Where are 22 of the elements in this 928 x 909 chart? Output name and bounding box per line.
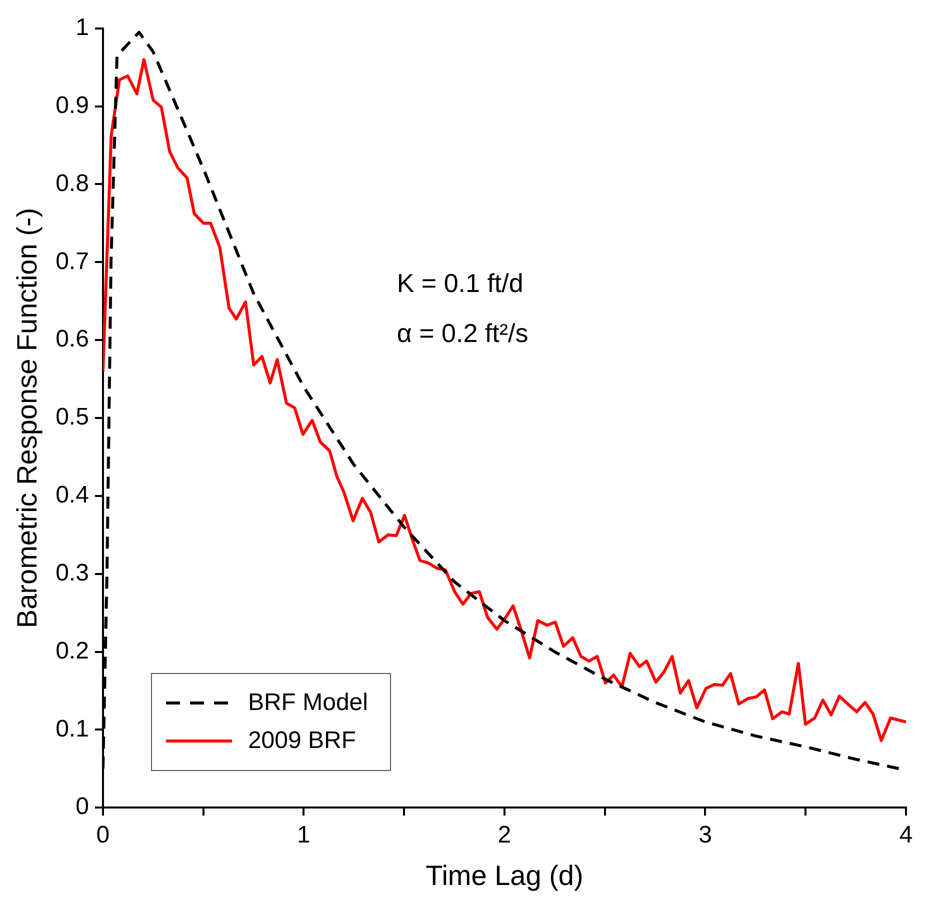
y-tick-label: 0.8 <box>56 170 89 197</box>
y-tick-label: 0.2 <box>56 637 89 664</box>
x-tick-label: 0 <box>96 822 110 849</box>
y-tick-label: 0.1 <box>56 715 89 742</box>
y-tick-label: 0.5 <box>56 404 89 431</box>
y-axis-title: Barometric Response Function (-) <box>12 208 43 628</box>
annotation: K = 0.1 ft/d <box>396 268 524 300</box>
x-tick-label: 4 <box>899 822 913 849</box>
legend-label: BRF Model <box>248 688 368 718</box>
y-tick-label: 0 <box>76 793 89 820</box>
annotation: α = 0.2 ft²/s <box>396 318 528 350</box>
y-tick-label: 0.6 <box>56 326 89 353</box>
legend-label: 2009 BRF <box>248 726 356 756</box>
x-tick-label: 2 <box>498 822 512 849</box>
x-axis-title: Time Lag (d) <box>426 860 584 891</box>
y-tick-label: 0.4 <box>56 482 89 509</box>
y-tick-label: 0.9 <box>56 92 89 119</box>
x-tick-label: 3 <box>698 822 712 849</box>
y-tick-label: 0.7 <box>56 248 89 275</box>
y-tick-label: 0.3 <box>56 559 89 586</box>
x-tick-label: 1 <box>297 822 310 849</box>
y-tick-label: 1 <box>76 14 89 42</box>
